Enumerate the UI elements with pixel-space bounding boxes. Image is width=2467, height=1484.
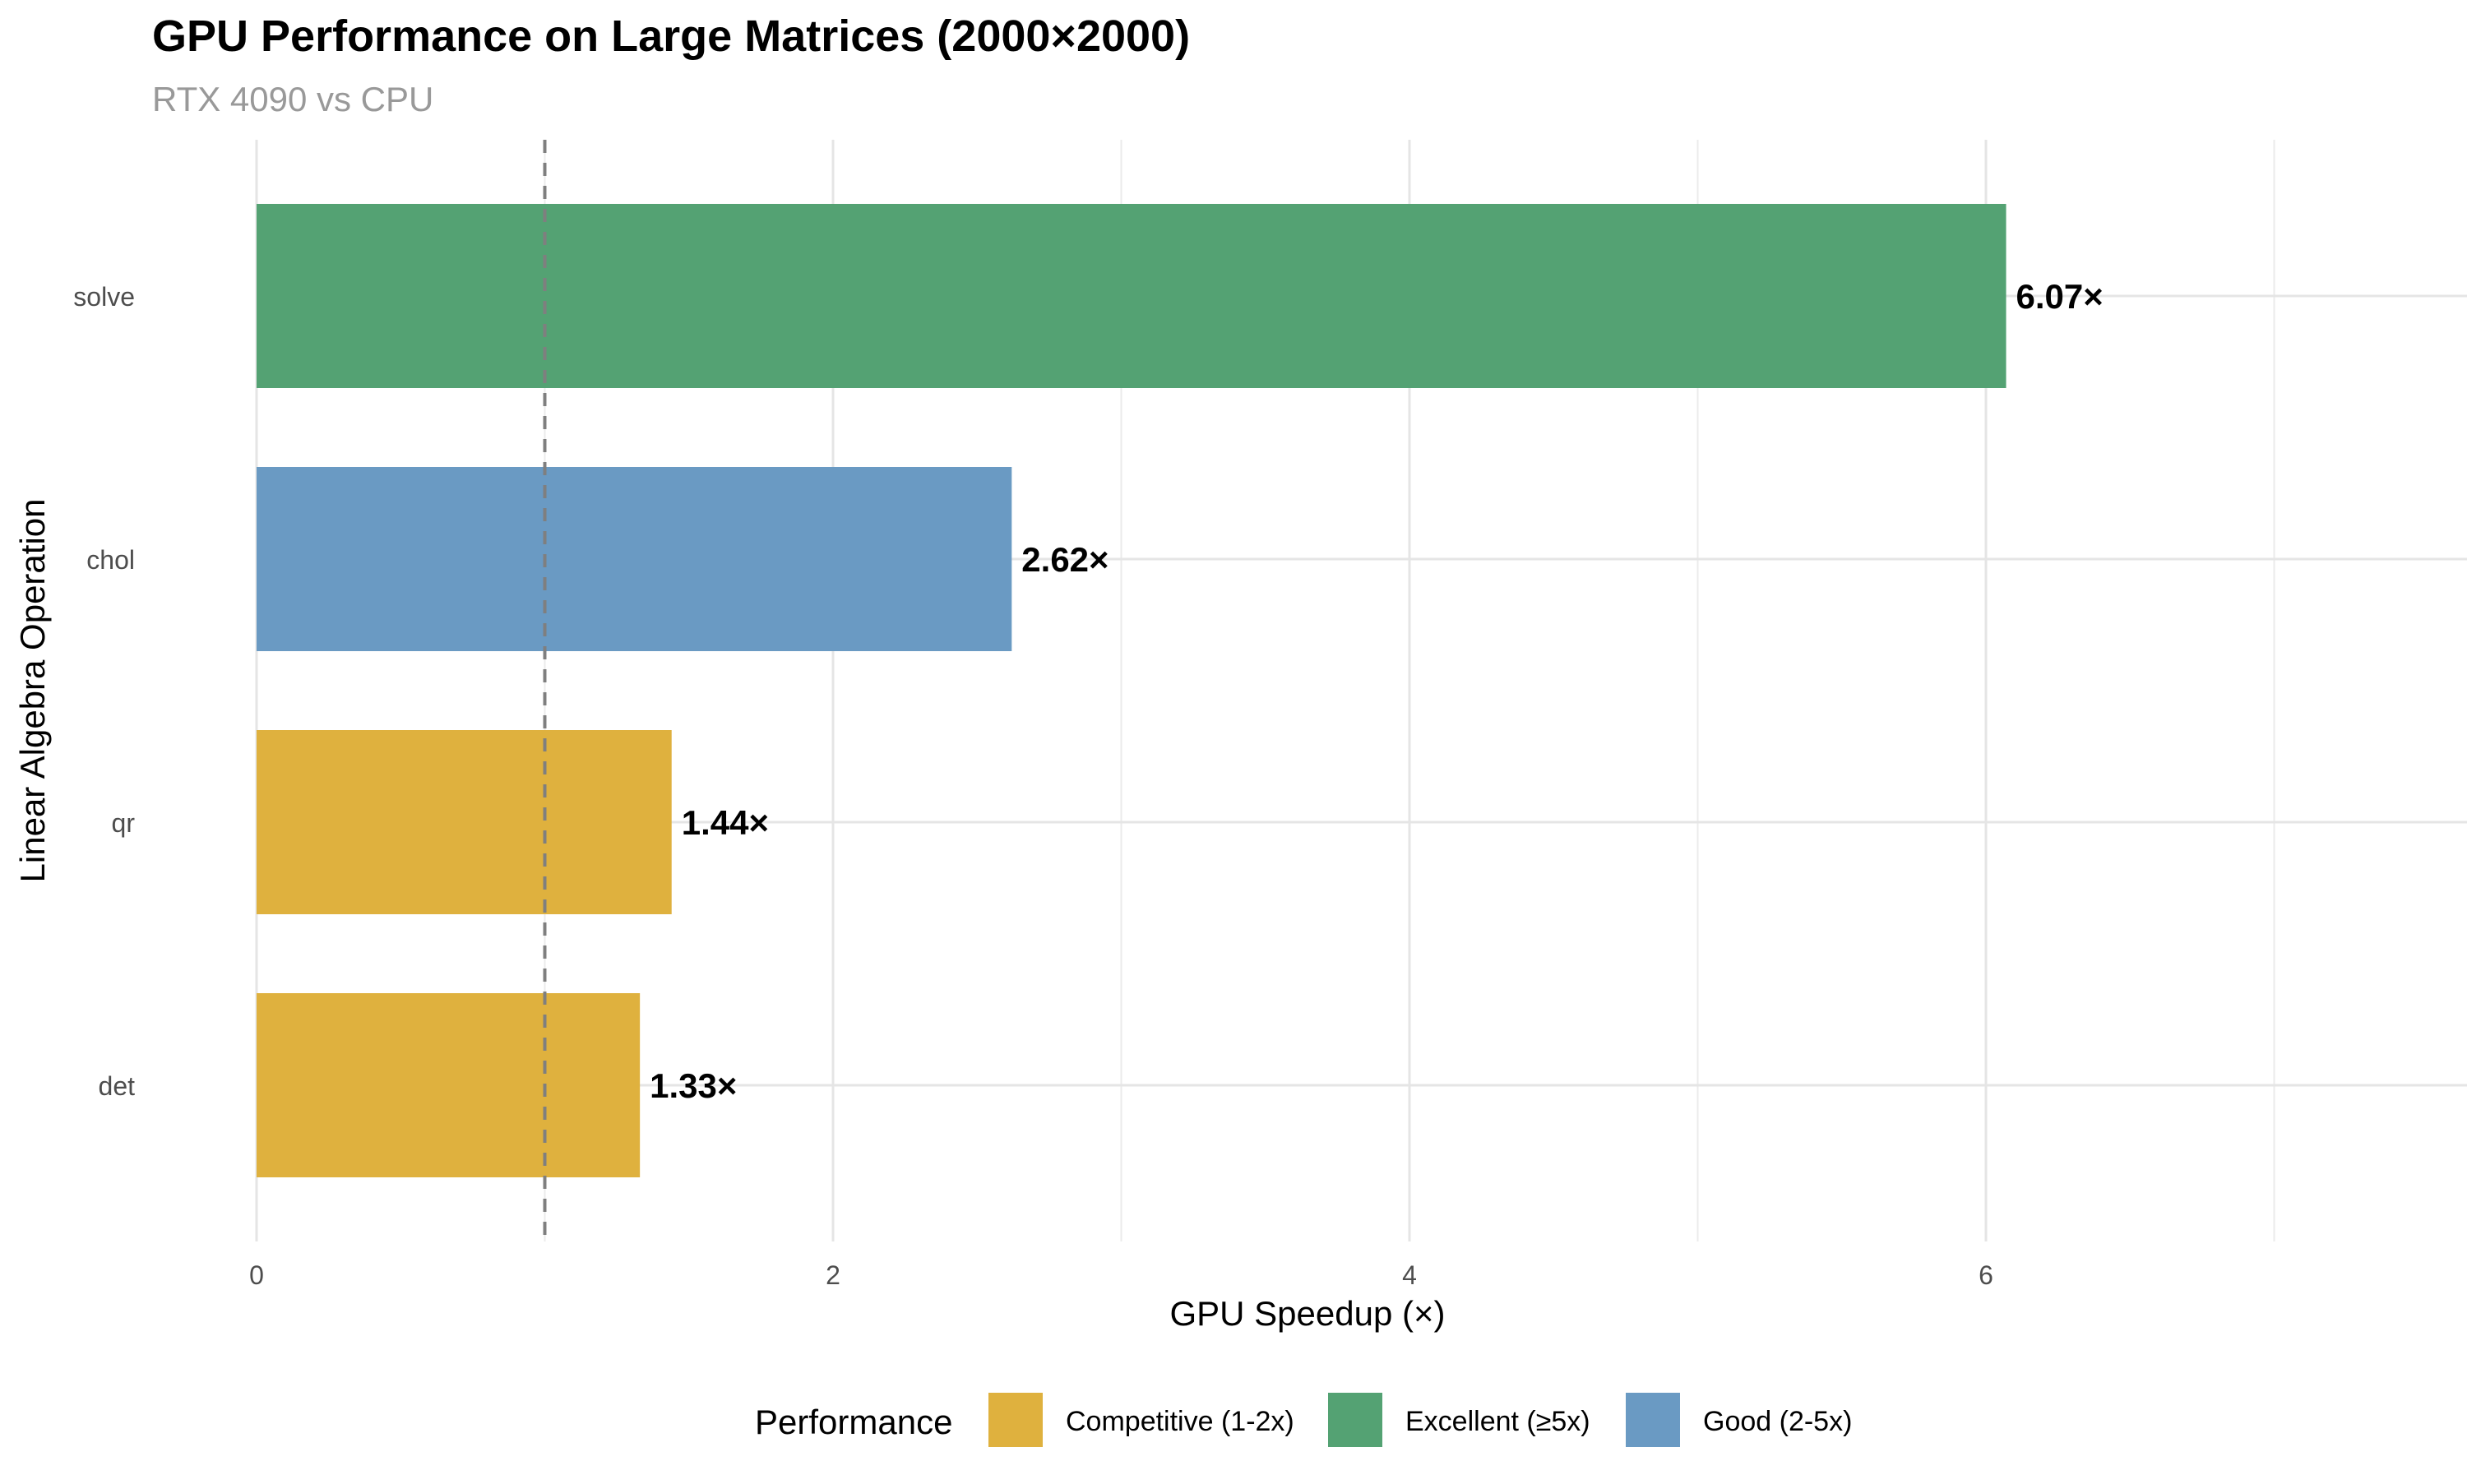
value-label-solve: 6.07× (2016, 277, 2104, 316)
x-axis-label: GPU Speedup (×) (1169, 1294, 1445, 1333)
value-label-qr: 1.44× (682, 803, 769, 842)
chart-subtitle: RTX 4090 vs CPU (152, 80, 433, 118)
y-axis-label: Linear Algebra Operation (13, 499, 52, 883)
bars (257, 204, 2006, 1177)
y-tick-label-qr: qr (112, 808, 136, 838)
x-tick-label: 6 (1979, 1260, 1993, 1290)
x-tick-label: 2 (826, 1260, 840, 1290)
legend-swatch-1 (1328, 1393, 1382, 1447)
x-tick-label: 0 (249, 1260, 264, 1290)
chart-title: GPU Performance on Large Matrices (2000×… (152, 12, 1190, 61)
bar-solve (257, 204, 2006, 388)
y-tick-labels: solve chol qr det (73, 282, 135, 1101)
value-labels: 6.07× 2.62× 1.44× 1.33× (650, 277, 2104, 1105)
bar-chol (257, 467, 1012, 651)
legend-title: Performance (755, 1403, 952, 1441)
y-tick-label-chol: chol (86, 545, 135, 575)
legend-label-2: Good (2-5x) (1703, 1406, 1852, 1437)
value-label-det: 1.33× (650, 1066, 737, 1105)
legend: Performance Competitive (1-2x) Excellent … (755, 1393, 1852, 1447)
value-label-chol: 2.62× (1021, 540, 1109, 579)
legend-label-1: Excellent (≥5x) (1405, 1406, 1590, 1437)
y-tick-label-solve: solve (73, 282, 135, 312)
bar-qr (257, 730, 672, 914)
x-tick-labels: 0 2 4 6 (249, 1260, 1993, 1290)
bar-det (257, 993, 641, 1177)
x-tick-label: 4 (1402, 1260, 1417, 1290)
legend-label-0: Competitive (1-2x) (1066, 1406, 1294, 1437)
legend-swatch-2 (1626, 1393, 1680, 1447)
y-tick-label-det: det (99, 1071, 136, 1101)
legend-swatch-0 (988, 1393, 1043, 1447)
